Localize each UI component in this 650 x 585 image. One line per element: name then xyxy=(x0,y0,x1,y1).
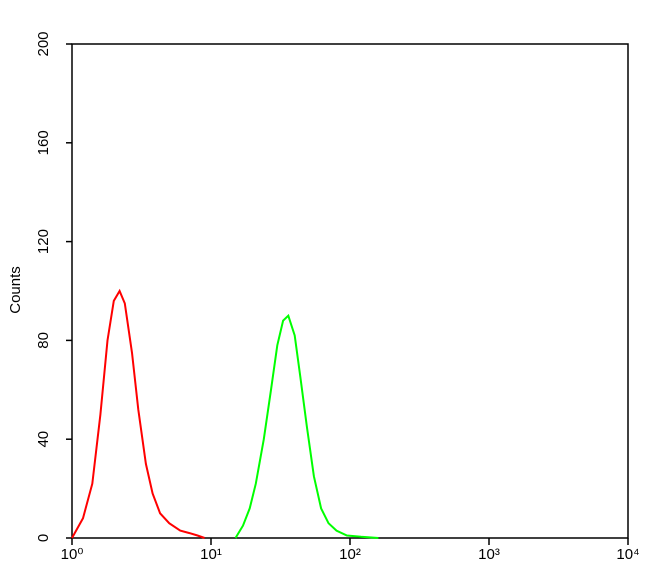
x-tick-label: 10⁴ xyxy=(616,546,639,563)
y-tick-label: 0 xyxy=(35,534,52,542)
x-tick-label: 10⁰ xyxy=(61,546,84,563)
plot-frame xyxy=(71,43,629,539)
y-tick-label: 40 xyxy=(35,431,52,448)
x-tick-label: 10¹ xyxy=(200,546,222,563)
y-axis-label: Counts xyxy=(7,266,24,314)
x-tick-label: 10² xyxy=(339,546,361,563)
histogram-line xyxy=(234,313,379,539)
y-tick-label: 160 xyxy=(35,130,52,155)
x-tick-label: 10³ xyxy=(478,546,500,563)
y-tick-label: 120 xyxy=(35,229,52,254)
histogram-line xyxy=(71,288,205,539)
y-tick-label: 80 xyxy=(35,332,52,349)
y-tick-label: 200 xyxy=(35,31,52,56)
